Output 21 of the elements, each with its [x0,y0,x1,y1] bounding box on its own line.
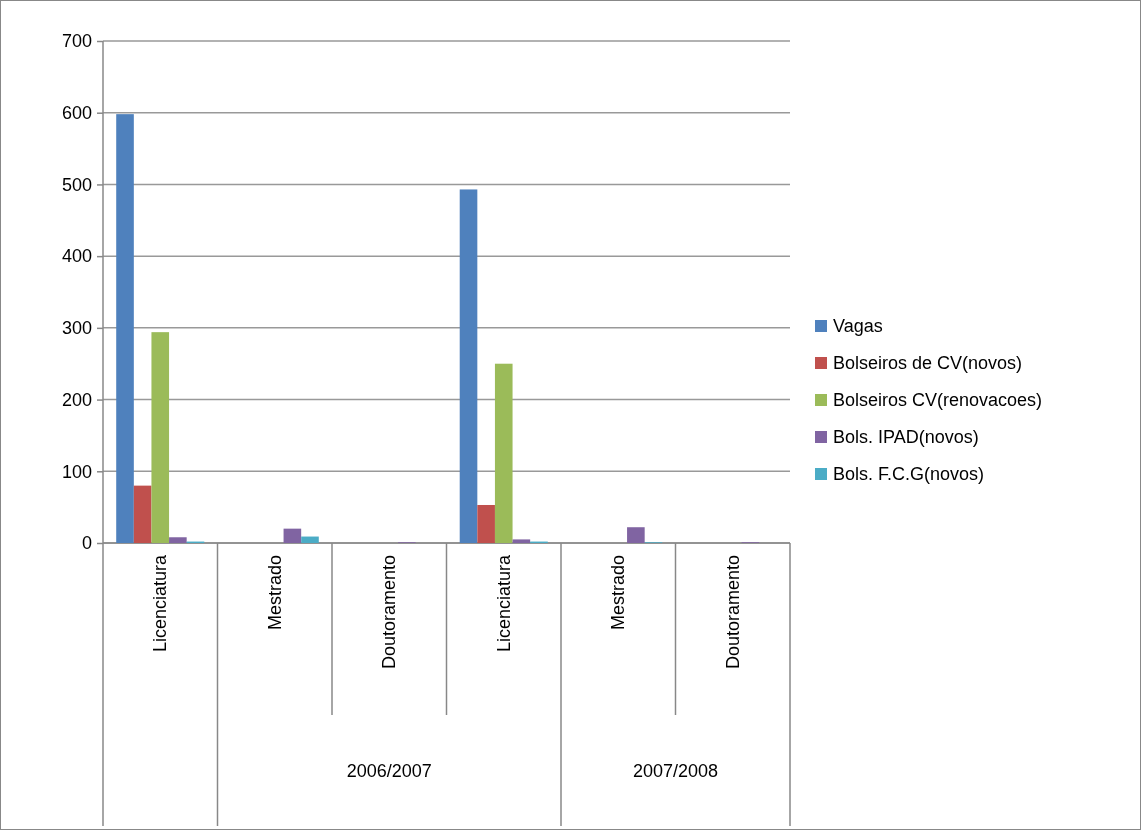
x-tick-label: Mestrado [264,555,285,631]
text: 2006/2007 [346,761,432,781]
legend-label: Vagas [833,316,883,336]
legend-label: Bols. IPAD(novos) [833,427,979,447]
y-tick-label: 200 [61,389,92,410]
legend-label: Bols. F.C.G(novos) [833,464,985,484]
x-tick-label: Doutoramento [722,555,743,670]
x-tick-label: Licenciatura [150,554,171,653]
y-tick-label: 0 [81,533,92,554]
y-tick-label: 100 [61,461,92,482]
x-tick-label: Mestrado [608,555,629,631]
legend-label: Bolseiros de CV(novos) [833,353,1023,373]
y-tick-label: 300 [61,318,92,339]
text: 2007/2008 [632,761,719,781]
y-tick-label: 400 [61,246,92,267]
y-tick-label: 600 [61,102,92,123]
y-tick-label: 500 [61,174,92,195]
x-tick-label: Licenciatura [493,554,514,653]
legend-label: Bolseiros CV(renovacoes) [833,390,1043,410]
x-tick-label: Doutoramento [379,555,400,670]
y-tick-label: 700 [61,31,92,52]
